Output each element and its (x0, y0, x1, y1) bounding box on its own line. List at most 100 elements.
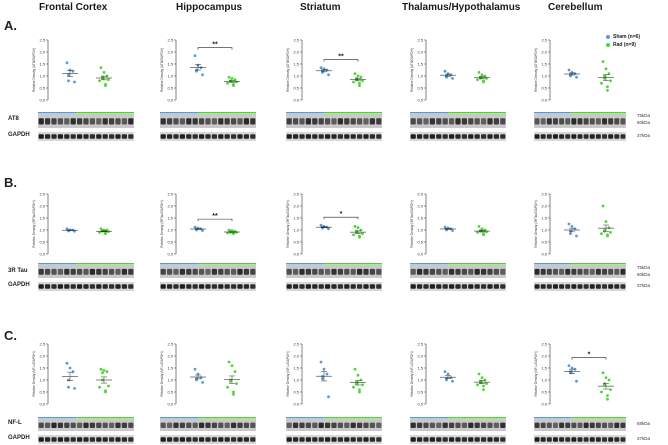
legend: Sham (n=6) Rad (n=9) (606, 33, 640, 49)
point-sham (193, 225, 197, 229)
blot-band (325, 284, 331, 289)
blot-band (595, 118, 601, 125)
blot-band (115, 422, 121, 428)
blot-band (461, 422, 467, 428)
blot-band (70, 437, 76, 442)
blot-band (205, 422, 211, 428)
blot-band (614, 268, 620, 275)
blot-band (468, 134, 474, 139)
blot-band (376, 422, 382, 428)
point-rad (235, 382, 238, 385)
blot-band (429, 268, 435, 275)
blot-band (577, 437, 583, 442)
blot-band (186, 422, 192, 428)
blot-band (436, 134, 442, 139)
blot-target-1-1 (160, 263, 256, 278)
y-tick-label: 2.5 (293, 37, 299, 42)
point-sham (451, 379, 454, 383)
blot-band (179, 284, 185, 289)
blot-gapdh-1-3 (410, 282, 506, 291)
blot-band (167, 118, 173, 125)
panel-a-2: Relative Density (AT8/GAPDH) 0.0 0.5 1.0 1.5… (286, 37, 366, 102)
blot-band (337, 268, 343, 275)
blot-band (299, 422, 305, 428)
blot-band (218, 437, 224, 442)
significance-bracket (571, 357, 607, 360)
blot-band (493, 422, 499, 428)
blot-band (608, 422, 614, 428)
blot-band (436, 268, 442, 275)
y-axis-label: Relative Density (NF-L/GAPDH) (160, 351, 164, 396)
blot-band (583, 437, 589, 442)
point-sham (73, 80, 76, 84)
blot-band (218, 118, 224, 125)
blot-band (449, 118, 455, 125)
blot-band (487, 118, 493, 125)
blot-band (121, 422, 127, 428)
point-sham (73, 387, 76, 390)
blot-band (620, 437, 626, 442)
blot-band (128, 134, 134, 139)
blot-band (423, 268, 429, 275)
blot-band (231, 284, 237, 289)
point-sham (321, 377, 324, 381)
point-rad (485, 77, 488, 80)
panel-b-4: Relative Density (3RTau/GAPDH)0.0 0.5 1.0 1… (534, 191, 614, 256)
point-sham (575, 75, 578, 79)
blot-band (237, 268, 243, 275)
significance-bracket (323, 216, 359, 220)
blot-band (231, 134, 237, 139)
blot-band (363, 134, 369, 139)
blot-band (429, 134, 435, 139)
point-rad (226, 81, 229, 85)
blot-band (546, 268, 552, 275)
y-tick-label: 1.5 (541, 61, 547, 66)
blot-band (250, 284, 256, 289)
blot-band (224, 118, 230, 125)
legend-dot-rad (606, 43, 610, 47)
blot-band (318, 134, 324, 139)
blot-band (45, 437, 51, 442)
blot-band (442, 422, 448, 428)
blot-band (325, 422, 331, 428)
group-bar-sham (286, 263, 325, 265)
panel-c-1: Relative Density (NF-L/GAPDH) 0.0 0.5 1.0 1.… (160, 341, 240, 406)
y-tick-label: 0.5 (167, 85, 173, 90)
region-title-cerebellum: Cerebellum (548, 2, 603, 13)
blot-band (299, 284, 305, 289)
blot-band (77, 422, 83, 428)
point-rad (480, 376, 484, 379)
blot-band (173, 422, 179, 428)
blot-band (493, 268, 499, 275)
y-tick-label: 2.0 (293, 49, 299, 54)
point-rad (107, 384, 110, 388)
blot-band (293, 118, 299, 125)
blot-band (199, 437, 205, 442)
y-tick-label: 0.5 (39, 85, 45, 90)
y-tick-label: 1.0 (167, 377, 173, 382)
point-rad (480, 73, 484, 77)
point-rad (483, 378, 487, 382)
blot-band (38, 437, 44, 442)
blot-band (186, 284, 192, 289)
y-tick-label: 1.5 (417, 215, 423, 220)
legend-dot-sham (606, 35, 610, 39)
blot-band (243, 118, 249, 125)
y-tick-label: 0.5 (541, 85, 547, 90)
point-sham (67, 385, 70, 389)
blot-band (192, 268, 198, 275)
blot-band (546, 134, 552, 139)
point-rad (102, 369, 106, 372)
legend-label-sham: Sham (n=6) (613, 34, 641, 40)
blot-band (109, 134, 115, 139)
blot-band (231, 422, 237, 428)
blot-band (474, 437, 480, 442)
blot-band (468, 268, 474, 275)
blot-band (546, 284, 552, 289)
blot-band (224, 422, 230, 428)
blot-band (357, 284, 363, 289)
blot-band (583, 134, 589, 139)
blot-band (620, 118, 626, 125)
blot-gapdh-1-2 (286, 282, 382, 291)
blot-band (577, 284, 583, 289)
